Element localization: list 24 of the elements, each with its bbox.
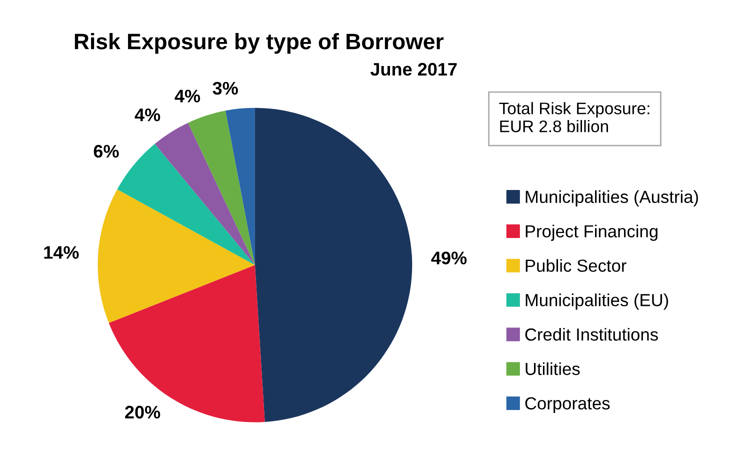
text: Total Risk Exposure: EUR 2.8 billion — [499, 102, 650, 132]
legend-label: Credit Institutions — [525, 328, 658, 341]
legend-label: Municipalities (Austria) — [526, 190, 698, 206]
pie-slice — [225, 108, 255, 266]
legend-label: Municipalities (EU) — [526, 294, 668, 310]
data-label: 6% — [94, 144, 119, 158]
data-label: 4% — [174, 90, 200, 102]
data-label: 3% — [212, 82, 238, 95]
legend-label: Public Sector — [526, 259, 626, 272]
data-label: 49% — [431, 252, 467, 264]
chart-subtitle: June 2017 — [370, 62, 457, 76]
pie-slice — [188, 110, 255, 266]
pie-slice — [254, 108, 412, 422]
data-label: 20% — [125, 406, 160, 419]
pie-slice — [98, 189, 255, 323]
pie-slice — [154, 122, 255, 266]
legend-label: Utilities — [526, 362, 580, 376]
pie-slice — [117, 144, 255, 266]
legend-label: Project Financing — [526, 224, 658, 241]
data-label: 4% — [134, 108, 160, 122]
legend-label: Corporates — [525, 397, 610, 413]
chart-title: Risk Exposure by type of Borrower — [74, 33, 444, 54]
data-label: 14% — [44, 246, 79, 259]
pie-slice — [108, 265, 265, 422]
